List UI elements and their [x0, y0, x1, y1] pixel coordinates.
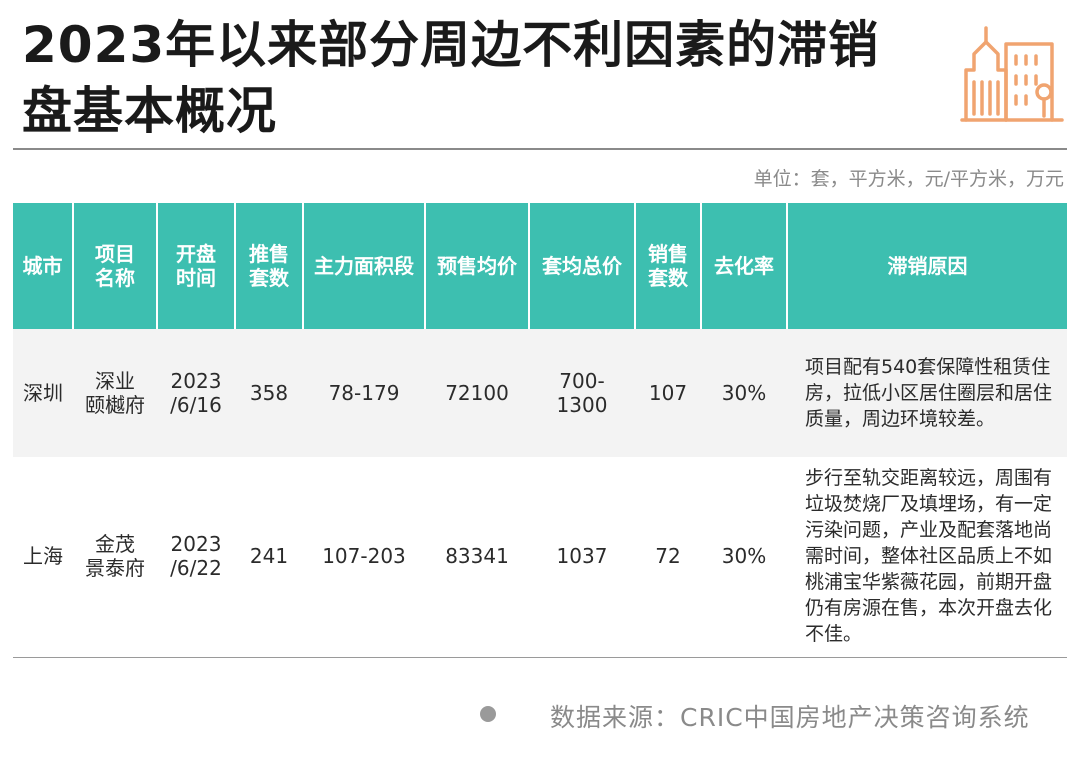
header-slow-sale-reason: 滞销原因	[786, 203, 1067, 329]
data-table: 城市 项目 名称 开盘 时间 推售 套数 主力面积段 预售均价 套均总价 销售 …	[13, 203, 1067, 655]
cell-sell-through-rate: 30%	[701, 457, 787, 655]
cell-avg-price: 72100	[425, 329, 529, 457]
cell-open-date: 2023 /6/16	[157, 329, 235, 457]
footer-divider	[13, 657, 1067, 658]
header-sell-through-rate: 去化率	[700, 203, 787, 329]
cell-avg-total-price: 1037	[529, 457, 635, 655]
cell-units-sold: 107	[635, 329, 701, 457]
cell-slow-sale-reason: 步行至轨交距离较远，周围有垃圾焚烧厂及填埋场，有一定污染问题，产业及配套落地尚需…	[787, 457, 1067, 655]
header-main-area: 主力面积段	[302, 203, 425, 329]
header-project-name: 项目 名称	[72, 203, 157, 329]
building-icon	[960, 26, 1064, 122]
cell-units-offered: 358	[235, 329, 303, 457]
table-row: 上海 金茂 景泰府 2023 /6/22 241 107-203 83341 1…	[13, 457, 1067, 655]
header-avg-total-price: 套均总价	[528, 203, 635, 329]
header-avg-price: 预售均价	[424, 203, 529, 329]
header-city: 城市	[13, 203, 73, 329]
table-row: 深圳 深业 颐樾府 2023 /6/16 358 78-179 72100 70…	[13, 329, 1067, 457]
header-open-date: 开盘 时间	[156, 203, 235, 329]
cell-project-name: 金茂 景泰府	[73, 457, 157, 655]
cell-avg-price: 83341	[425, 457, 529, 655]
data-source: 数据来源：CRIC中国房地产决策咨询系统	[550, 703, 1030, 732]
cell-open-date: 2023 /6/22	[157, 457, 235, 655]
cell-units-offered: 241	[235, 457, 303, 655]
cell-slow-sale-reason: 项目配有540套保障性租赁住房，拉低小区居住圈层和居住质量，周边环境较差。	[787, 329, 1067, 457]
cell-sell-through-rate: 30%	[701, 329, 787, 457]
cell-city: 深圳	[13, 329, 73, 457]
header-units-offered: 推售 套数	[234, 203, 303, 329]
cell-avg-total-price: 700- 1300	[529, 329, 635, 457]
unit-note: 单位：套，平方米，元/平方米，万元	[753, 168, 1064, 190]
header-divider	[13, 148, 1067, 150]
bullet-dot-icon	[480, 706, 496, 722]
cell-units-sold: 72	[635, 457, 701, 655]
cell-main-area: 107-203	[303, 457, 425, 655]
table-header-row: 城市 项目 名称 开盘 时间 推售 套数 主力面积段 预售均价 套均总价 销售 …	[13, 203, 1067, 329]
header-units-sold: 销售 套数	[634, 203, 701, 329]
page-title: 2023年以来部分周边不利因素的滞销盘基本概况	[22, 16, 880, 140]
cell-main-area: 78-179	[303, 329, 425, 457]
cell-city: 上海	[13, 457, 73, 655]
cell-project-name: 深业 颐樾府	[73, 329, 157, 457]
